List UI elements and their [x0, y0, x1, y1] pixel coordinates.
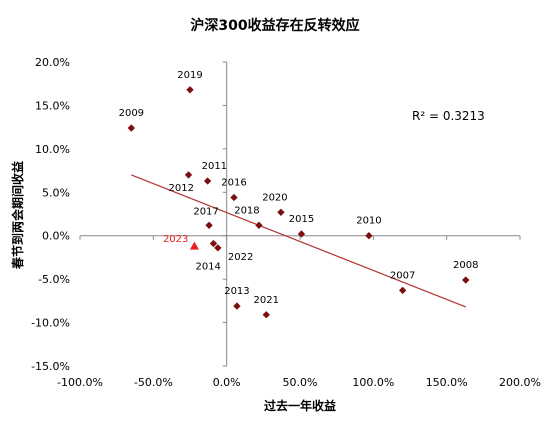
y-tick-label: 20.0%	[35, 56, 70, 69]
point-label: 2010	[356, 216, 381, 227]
data-point	[205, 221, 213, 229]
y-axis-title: 春节到两会期间收益	[10, 161, 25, 270]
highlight-point	[189, 241, 199, 250]
point-label: 2016	[221, 177, 246, 188]
data-point	[127, 124, 136, 132]
trendline-group	[131, 174, 466, 308]
highlight-point-label: 2023	[163, 234, 188, 245]
data-point	[277, 208, 285, 216]
point-label: 2018	[234, 205, 259, 216]
point-label: 2015	[289, 214, 314, 225]
y-tick-label: 10.0%	[35, 143, 70, 156]
x-tick-label: -100.0%	[57, 376, 103, 389]
data-point	[262, 311, 270, 319]
y-tick-label: -10.0%	[31, 317, 70, 330]
data-point	[365, 232, 373, 240]
data-point	[255, 221, 263, 229]
point-label: 2014	[195, 262, 220, 273]
y-tick-label: -5.0%	[38, 273, 70, 286]
point-label: 2020	[262, 192, 287, 203]
r2-annotation: R² = 0.3213	[412, 109, 485, 123]
x-tick-label: 0.0%	[213, 376, 241, 389]
point-label: 2021	[254, 295, 279, 306]
x-tick-label: 100.0%	[352, 376, 394, 389]
x-tick-label: -50.0%	[134, 376, 173, 389]
x-tick-labels: -100.0% -50.0% 0.0% 50.0% 100.0% 150.0% 200.0%	[57, 376, 541, 389]
point-label: 2022	[228, 252, 253, 263]
x-axis-title: 过去一年收益	[264, 398, 336, 413]
point-label: 2017	[193, 206, 218, 217]
data-point	[398, 286, 407, 295]
data-point	[233, 302, 241, 310]
r2-box	[406, 104, 488, 126]
point-label: 2013	[224, 286, 249, 297]
point-label: 2007	[390, 270, 415, 281]
y-tick-labels: -15.0% -10.0% -5.0% 0.0% 5.0% 10.0% 15.0% 20.0%	[31, 56, 70, 373]
axes	[79, 61, 521, 367]
trendline	[131, 174, 466, 308]
y-tick-label: 15.0%	[35, 99, 70, 112]
data-point	[230, 193, 238, 202]
data-point	[184, 171, 193, 179]
y-tick-label: -15.0%	[31, 360, 70, 373]
y-tick-label: 0.0%	[42, 230, 70, 243]
point-label: 2019	[177, 70, 202, 81]
x-tick-label: 150.0%	[426, 376, 468, 389]
point-label: 2012	[169, 183, 194, 194]
data-points	[127, 86, 470, 319]
data-point	[462, 276, 470, 284]
data-point	[297, 230, 306, 238]
point-label: 2011	[202, 161, 227, 172]
data-point	[203, 177, 212, 185]
data-point	[186, 86, 194, 94]
x-tick-label: 200.0%	[499, 376, 541, 389]
y-tick-label: 5.0%	[42, 186, 70, 199]
x-tick-label: 50.0%	[283, 376, 318, 389]
point-label: 2009	[119, 108, 144, 119]
chart-title: 沪深300收益存在反转效应	[190, 17, 359, 34]
point-label: 2008	[453, 260, 478, 271]
